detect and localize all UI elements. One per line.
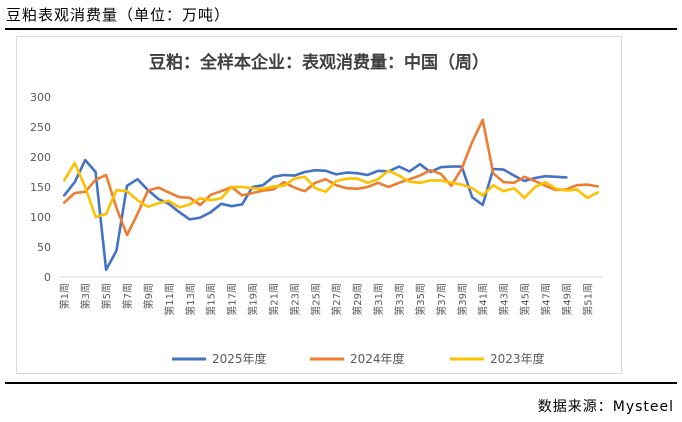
- legend-label-3: 2023年度: [490, 351, 545, 366]
- y-tick-label: 250: [30, 121, 51, 134]
- top-rule: [5, 28, 677, 30]
- x-tick-label: 第13周: [184, 283, 197, 316]
- x-tick-label: 第25周: [309, 283, 322, 316]
- series-line-3: [62, 161, 600, 219]
- series-line-1: [62, 158, 568, 272]
- x-tick-label: 第29周: [351, 283, 364, 316]
- legend: 2025年度 2024年度 2023年度: [172, 351, 545, 366]
- y-tick-label: 0: [44, 271, 51, 284]
- bottom-rule: [5, 382, 677, 384]
- x-tick-label: 第51周: [581, 283, 594, 316]
- x-tick-label: 第49周: [560, 283, 573, 316]
- chart-frame: 豆粕：全样本企业：表观消费量：中国（周） 0 50 100 150 200 250 300 …: [16, 36, 622, 374]
- x-axis-ticks: 第1周 第3周 第5周 第7周 第9周 第11周 第13周 第15周 第17周 第19周 第21周第…: [58, 283, 594, 316]
- x-tick-label: 第33周: [393, 283, 406, 316]
- y-tick-label: 150: [30, 181, 51, 194]
- chart-title: 豆粕：全样本企业：表观消费量：中国（周）: [149, 52, 489, 73]
- data-source: 数据来源：Mysteel: [537, 399, 674, 415]
- series-lines: [62, 118, 600, 272]
- page-heading: 豆粕表观消费量（单位：万吨）: [6, 6, 231, 24]
- y-axis-ticks: 0 50 100 150 200 250 300: [30, 91, 51, 284]
- y-tick-label: 300: [30, 91, 51, 104]
- x-tick-label: 第17周: [226, 283, 239, 316]
- x-tick-label: 第19周: [247, 283, 260, 316]
- x-tick-label: 第37周: [435, 283, 448, 316]
- y-tick-label: 100: [30, 211, 51, 224]
- x-tick-label: 第21周: [267, 283, 280, 316]
- x-tick-label: 第15周: [205, 283, 218, 316]
- y-tick-label: 200: [30, 151, 51, 164]
- x-tick-label: 第45周: [519, 283, 532, 316]
- x-tick-label: 第5周: [100, 283, 113, 309]
- x-tick-label: 第35周: [414, 283, 427, 316]
- x-tick-label: 第47周: [539, 283, 552, 316]
- x-tick-label: 第9周: [142, 283, 155, 309]
- x-tick-label: 第3周: [79, 283, 92, 309]
- legend-label-2: 2024年度: [350, 351, 405, 366]
- x-tick-label: 第39周: [456, 283, 469, 316]
- x-tick-label: 第7周: [121, 283, 134, 309]
- x-tick-label: 第27周: [330, 283, 343, 316]
- x-tick-label: 第31周: [372, 283, 385, 316]
- legend-label-1: 2025年度: [212, 351, 267, 366]
- x-tick-label: 第11周: [163, 283, 176, 316]
- x-tick-label: 第43周: [498, 283, 511, 316]
- series-line-2: [62, 118, 600, 237]
- chart: 豆粕：全样本企业：表观消费量：中国（周） 050100150200250300 …: [30, 52, 603, 366]
- x-tick-label: 第23周: [288, 283, 301, 316]
- x-tick-label: 第41周: [477, 283, 490, 316]
- y-tick-label: 50: [37, 241, 51, 254]
- x-tick-label: 第1周: [58, 283, 71, 309]
